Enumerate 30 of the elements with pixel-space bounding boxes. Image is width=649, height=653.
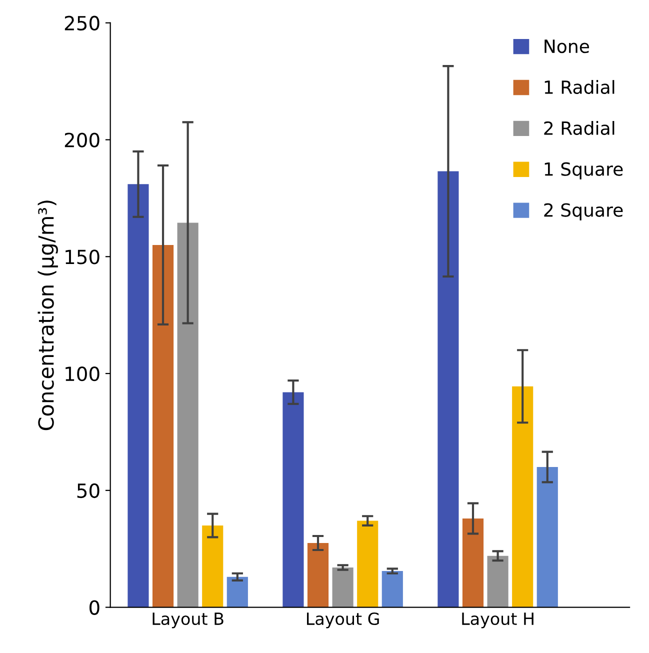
y-tick-label: 250 [64, 16, 100, 31]
y-tick-label: 50 [77, 483, 100, 498]
legend-label: 1 Radial [544, 80, 614, 94]
y-tick-label: 0 [90, 600, 100, 615]
bar [438, 171, 459, 608]
legend-label: 2 Radial [544, 121, 614, 135]
legend-label: 1 Square [544, 162, 623, 180]
y-tick-label: 100 [66, 366, 100, 382]
x-tick-label: Layout B [152, 612, 224, 628]
bar [382, 571, 403, 608]
bar [128, 184, 149, 608]
x-tick-label: Layout H [462, 612, 534, 628]
bar [536, 467, 558, 608]
y-tick-label: 150 [66, 250, 100, 264]
legend-label: None [544, 40, 590, 54]
bar [512, 386, 534, 608]
bar [357, 520, 378, 608]
bar [282, 392, 304, 608]
bar [462, 518, 484, 608]
bar [487, 556, 508, 608]
bar [152, 244, 174, 608]
bar [177, 222, 198, 608]
bar [332, 568, 354, 608]
bar [307, 543, 329, 608]
y-axis-title: Concentration (µg/m³) [38, 200, 58, 430]
y-tick-label: 200 [64, 132, 100, 148]
bar [202, 525, 224, 608]
legend-label: 2 Square [544, 203, 623, 220]
bar [226, 576, 248, 608]
x-tick-label: Layout G [307, 612, 379, 628]
